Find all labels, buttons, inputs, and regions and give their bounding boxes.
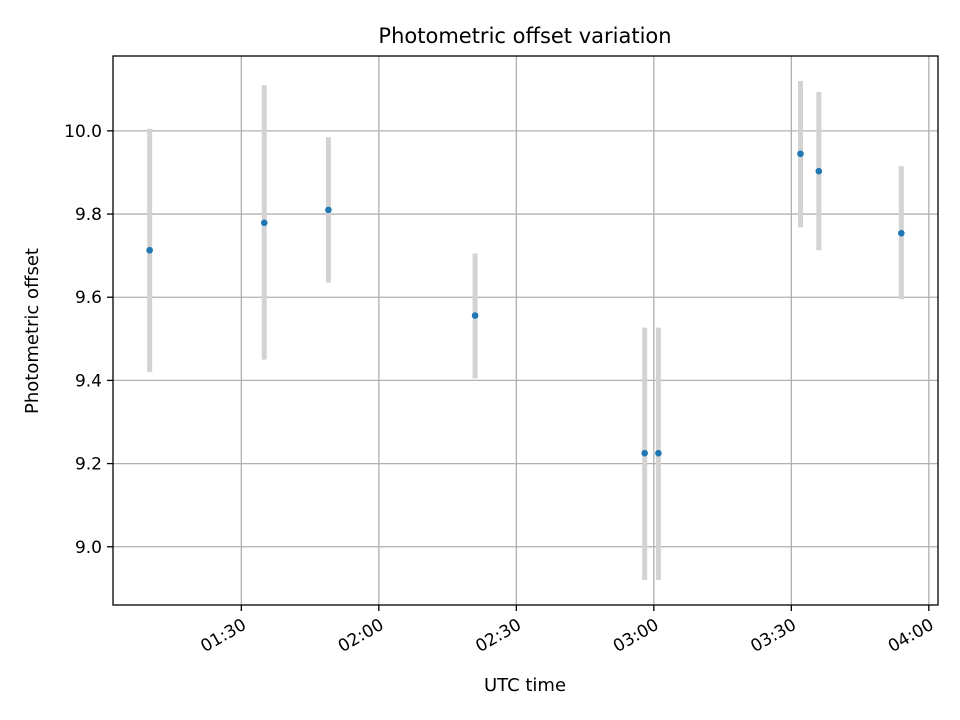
data-point <box>641 449 648 457</box>
plot-frame <box>112 55 939 606</box>
grid <box>113 56 938 605</box>
y-tick-label: 9.2 <box>75 455 102 475</box>
data-point <box>797 150 804 158</box>
chart-title: Photometric offset variation <box>378 24 671 48</box>
data-point <box>325 206 332 214</box>
data-points <box>146 150 905 457</box>
data-point <box>146 246 153 254</box>
data-point <box>815 167 823 175</box>
y-axis-label: Photometric offset <box>22 248 43 414</box>
y-axis: 9.0 9.2 9.4 9.6 9.8 10.0 <box>64 122 113 558</box>
y-tick-label: 10.0 <box>64 122 102 142</box>
y-tick-label: 9.4 <box>75 371 102 391</box>
x-axis-label: UTC time <box>484 675 566 696</box>
y-tick-label: 9.6 <box>75 288 102 308</box>
data-point <box>471 312 479 319</box>
data-point <box>655 449 662 457</box>
y-tick-label: 9.0 <box>75 538 102 558</box>
y-tick-label: 9.8 <box>75 205 102 225</box>
data-point <box>898 229 905 237</box>
data-point <box>260 219 268 227</box>
